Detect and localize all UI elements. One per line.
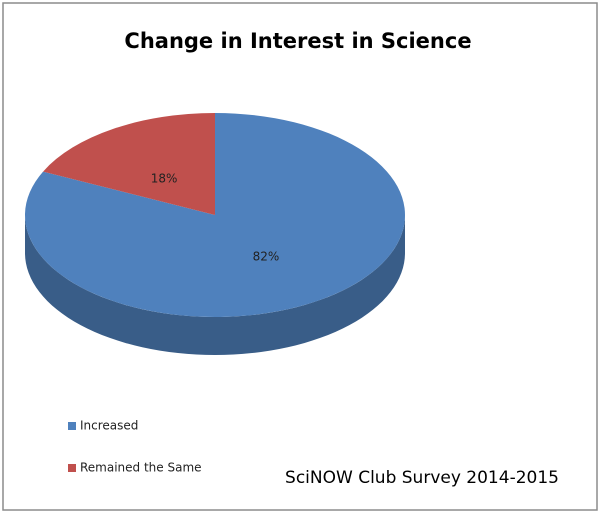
legend-swatch bbox=[68, 422, 76, 430]
data-label: 82% bbox=[253, 249, 280, 263]
pie-slice bbox=[43, 113, 216, 215]
data-label: 18% bbox=[151, 172, 178, 186]
annotation: SciNOW Club Survey 2014-2015 bbox=[285, 468, 559, 488]
legend-label: Remained the Same bbox=[80, 461, 202, 475]
chart-title: Change in Interest in Science bbox=[124, 29, 471, 53]
pie-side bbox=[25, 215, 405, 355]
legend-swatch bbox=[68, 464, 76, 472]
pie-slice bbox=[25, 113, 406, 318]
legend-label: Increased bbox=[80, 419, 138, 433]
